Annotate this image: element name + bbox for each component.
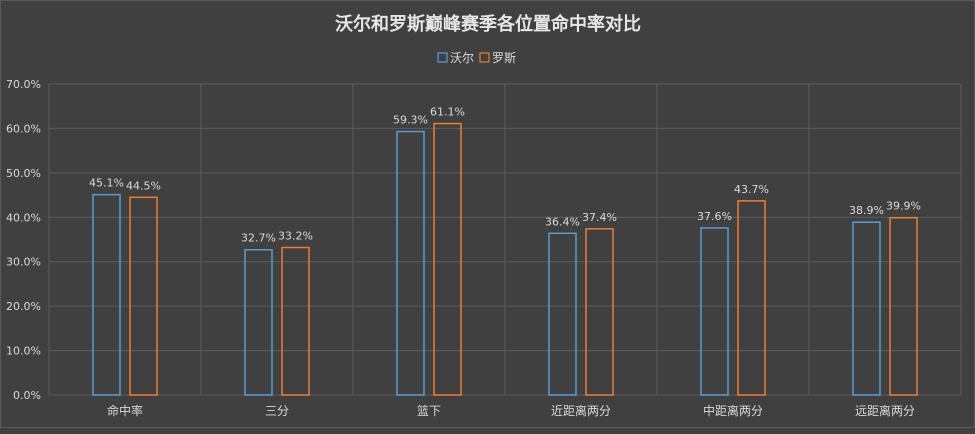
x-tick-label: 命中率 [107,403,143,418]
legend: 沃尔 罗斯 [437,50,516,65]
bar [433,122,462,396]
data-label: 61.1% [430,106,465,119]
bar [737,200,766,396]
data-label: 37.4% [582,211,617,224]
data-label: 37.6% [697,210,732,223]
bar [396,130,425,396]
y-tick-label: 0.0% [13,389,41,402]
data-labels: 45.1% 44.5% 32.7% 33.2% 59.3%61.1% 36.4% 37.4%… [89,106,921,245]
data-label: 59.3% [393,114,428,127]
x-tick-label: 远距离两分 [855,403,915,418]
x-tick-label: 中距离两分 [703,403,763,418]
gridlines [48,83,962,396]
y-tick-label: 30.0% [6,256,41,269]
y-tick-label: 10.0% [6,345,41,358]
bar [700,227,729,396]
y-tick-label: 70.0% [6,78,41,91]
x-axis: 命中率 三分 篮下 近距离两分 中距离两分 远距离两分 [107,403,915,418]
bar [889,216,918,396]
legend-swatch [479,52,490,63]
data-label: 39.9% [886,200,921,213]
x-tick-label: 近距离两分 [551,403,611,418]
y-tick-label: 50.0% [6,167,41,180]
bar [852,221,881,396]
legend-label: 罗斯 [492,51,516,65]
legend-label: 沃尔 [450,50,474,65]
data-label: 32.7% [241,232,276,245]
bar [585,228,614,396]
x-tick-label: 篮下 [417,403,441,418]
chart-title: 沃尔和罗斯巅峰赛季各位置命中率对比 [335,13,641,35]
bar [92,193,121,396]
bar [129,196,158,396]
data-label: 43.7% [734,183,769,196]
bar [548,232,577,396]
data-label: 45.1% [89,177,124,190]
data-label: 33.2% [278,229,313,242]
legend-swatch [437,52,448,63]
bars [92,122,918,396]
data-label: 44.5% [126,179,161,192]
y-tick-label: 20.0% [6,300,41,313]
bar [281,246,310,396]
bar [244,248,273,396]
data-label: 36.4% [545,215,580,228]
data-label: 38.9% [849,204,884,217]
y-axis: 0.0% 10.0% 20.0% 30.0% 40.0% 50.0% 60.0% 70.0% [6,78,41,402]
x-tick-label: 三分 [265,404,289,418]
y-tick-label: 60.0% [6,122,41,135]
y-tick-label: 40.0% [6,211,41,224]
